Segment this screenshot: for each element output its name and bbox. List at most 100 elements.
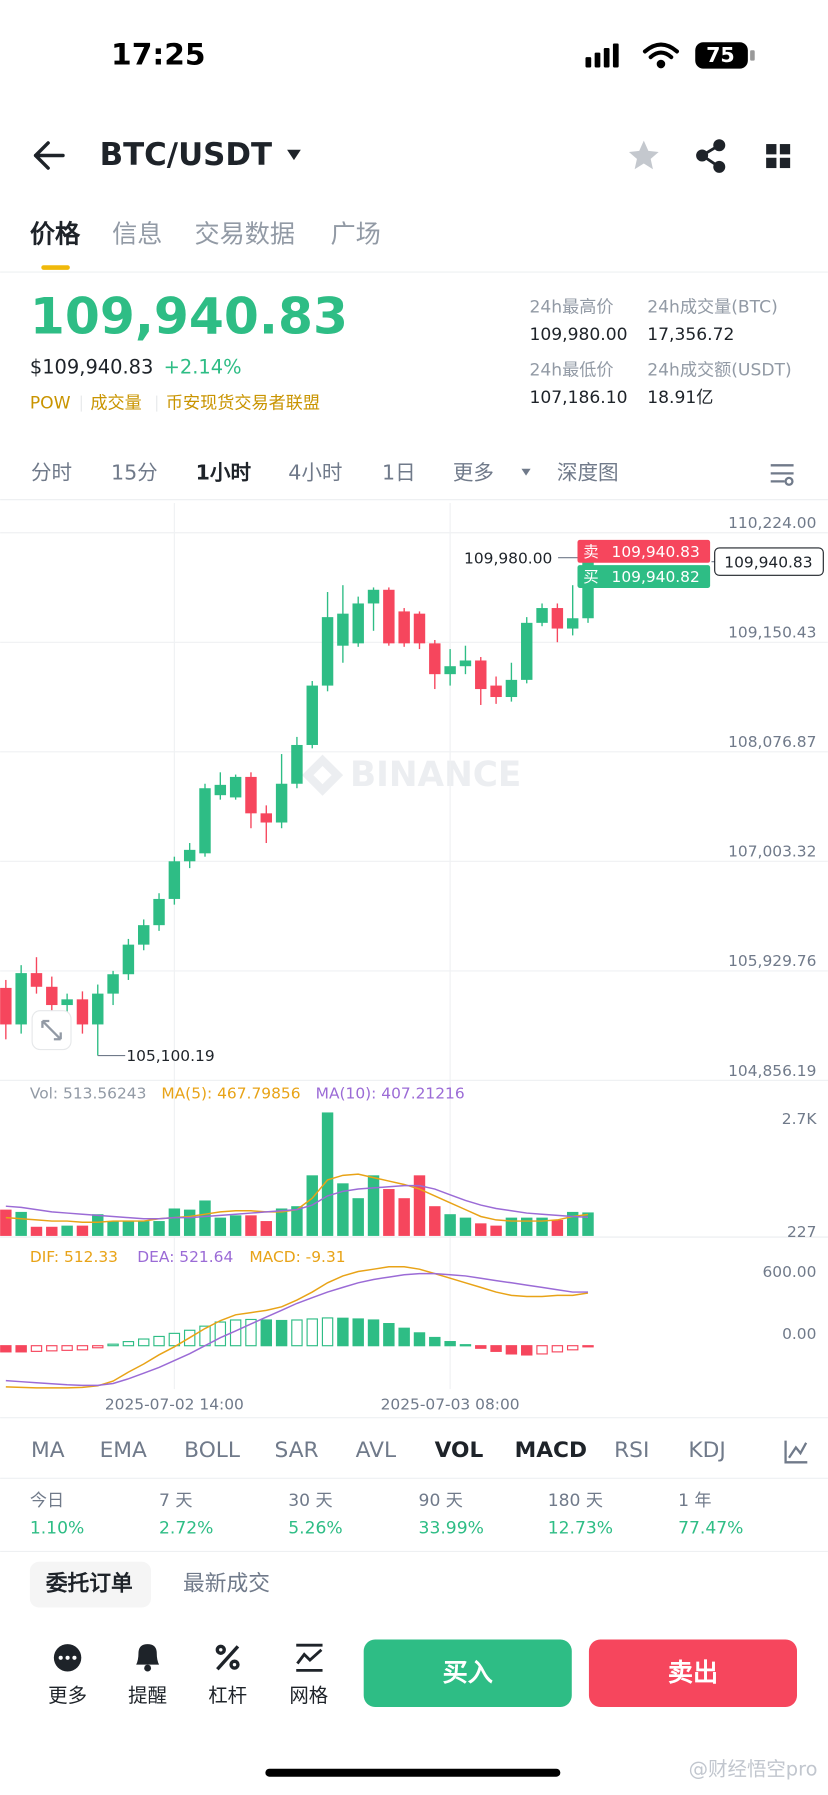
y-tick-label: 109,150.43: [728, 624, 816, 642]
macd-bar: [107, 1343, 119, 1347]
tag[interactable]: 币安现货交易者联盟: [166, 394, 320, 414]
tab[interactable]: 信息: [112, 220, 162, 249]
interval[interactable]: 1日: [382, 460, 416, 484]
share-button[interactable]: [696, 139, 726, 173]
volume-bar: [214, 1217, 227, 1236]
layout-button[interactable]: [766, 144, 791, 169]
candle-body: [306, 685, 318, 745]
indicator-tab[interactable]: VOL: [435, 1438, 484, 1463]
x-tick-label: 2025-07-03 08:00: [381, 1396, 520, 1414]
buy-label[interactable]: 买入: [443, 1658, 493, 1687]
action-label[interactable]: 网格: [289, 1684, 328, 1707]
expand-icon[interactable]: [41, 1019, 62, 1041]
interval[interactable]: 4小时: [288, 460, 342, 484]
interval[interactable]: 深度图: [557, 460, 619, 484]
volume-bar: [413, 1175, 426, 1236]
x-tick-label: 2025-07-02 14:00: [105, 1396, 244, 1414]
tab[interactable]: 价格: [30, 220, 81, 249]
leverage-icon[interactable]: [215, 1644, 240, 1671]
action-label[interactable]: 更多: [48, 1684, 87, 1707]
volume-bar: [229, 1215, 242, 1236]
volume-bar: [61, 1225, 73, 1236]
price-change: +2.14%: [164, 356, 242, 379]
indicator-tab[interactable]: RSI: [614, 1438, 649, 1463]
candle-body: [138, 925, 150, 945]
low-marker-label: 105,100.19: [126, 1047, 214, 1065]
indicator-tab[interactable]: BOLL: [184, 1438, 240, 1463]
last-price-box: [714, 547, 824, 576]
sell-label[interactable]: 卖出: [668, 1658, 718, 1687]
legend-entry: DEA: 521.64: [137, 1248, 233, 1266]
macd-bar: [306, 1318, 318, 1347]
indicator-tab[interactable]: SAR: [275, 1438, 319, 1463]
indicator-tab[interactable]: MACD: [515, 1438, 587, 1463]
candle-body: [168, 861, 181, 899]
interval[interactable]: 分时: [31, 460, 72, 484]
clock: 17:25: [111, 38, 206, 73]
macd-bar: [0, 1345, 12, 1353]
y-tick-label: 227: [787, 1223, 816, 1241]
candle-body: [92, 993, 104, 1025]
grid-icon[interactable]: [296, 1643, 323, 1672]
indicator-tab[interactable]: MA: [31, 1438, 65, 1463]
interval[interactable]: 15分: [111, 460, 158, 484]
sell-button[interactable]: [588, 1639, 798, 1707]
indicator-tab[interactable]: AVL: [356, 1438, 396, 1463]
performance-value: 12.73%: [548, 1519, 613, 1539]
macd-bar: [260, 1319, 273, 1347]
macd-bar: [429, 1336, 441, 1347]
volume-bar: [275, 1208, 288, 1236]
action-label[interactable]: 杠杆: [208, 1684, 247, 1707]
indicator-settings[interactable]: [784, 1440, 808, 1464]
buy-button[interactable]: [363, 1639, 572, 1707]
y-tick-label: 108,076.87: [728, 733, 816, 751]
macd-bar: [566, 1345, 579, 1351]
candle-body: [321, 617, 334, 686]
action-label[interactable]: 提醒: [128, 1684, 167, 1707]
candle-body: [413, 613, 426, 644]
alert-icon[interactable]: [136, 1644, 160, 1672]
macd-bar: [30, 1345, 43, 1352]
back-button[interactable]: [33, 141, 65, 170]
more-icon[interactable]: [53, 1644, 82, 1672]
macd-bar: [337, 1317, 349, 1347]
chart-settings[interactable]: [770, 464, 794, 486]
tag[interactable]: 成交量: [90, 394, 141, 414]
candle-body: [0, 987, 12, 1025]
tag[interactable]: POW: [30, 394, 71, 414]
volume-bar: [337, 1183, 349, 1236]
performance-label: 90 天: [419, 1491, 463, 1511]
favorite-button[interactable]: [628, 140, 659, 170]
order-tab[interactable]: 委托订单: [45, 1572, 133, 1597]
macd-bar: [92, 1345, 104, 1349]
fiat-price: $109,940.83: [30, 356, 154, 379]
candle-body: [551, 608, 564, 629]
legend-entry: MA(10): 407.21216: [316, 1085, 465, 1103]
candle-body: [153, 898, 165, 926]
pair-dropdown[interactable]: [287, 149, 301, 161]
macd-bar: [168, 1332, 181, 1347]
indicator-tab[interactable]: EMA: [100, 1438, 147, 1463]
pair-title[interactable]: BTC/USDT: [100, 137, 272, 173]
macd-bar: [383, 1323, 395, 1347]
order-tab[interactable]: 最新成交: [183, 1572, 270, 1597]
macd-bar: [551, 1345, 564, 1353]
tab[interactable]: 广场: [331, 220, 381, 249]
candle-body: [275, 783, 288, 823]
candle-body: [199, 788, 211, 854]
tab[interactable]: 交易数据: [194, 220, 295, 249]
interval[interactable]: 1小时: [196, 460, 252, 484]
interval[interactable]: 更多: [453, 460, 494, 484]
stat-value: 109,980.00: [529, 325, 627, 345]
stat-value: 17,356.72: [647, 325, 734, 345]
indicator-tab[interactable]: KDJ: [688, 1438, 725, 1463]
macd-bar: [122, 1341, 135, 1347]
performance-label: 30 天: [288, 1491, 332, 1511]
volume-bar: [521, 1217, 533, 1236]
volume-bar: [321, 1112, 334, 1236]
candle-body: [566, 618, 579, 629]
signal-icon: [585, 43, 619, 68]
volume-bar: [245, 1215, 257, 1236]
more-dropdown[interactable]: [521, 468, 531, 476]
macd-bar: [138, 1338, 150, 1347]
